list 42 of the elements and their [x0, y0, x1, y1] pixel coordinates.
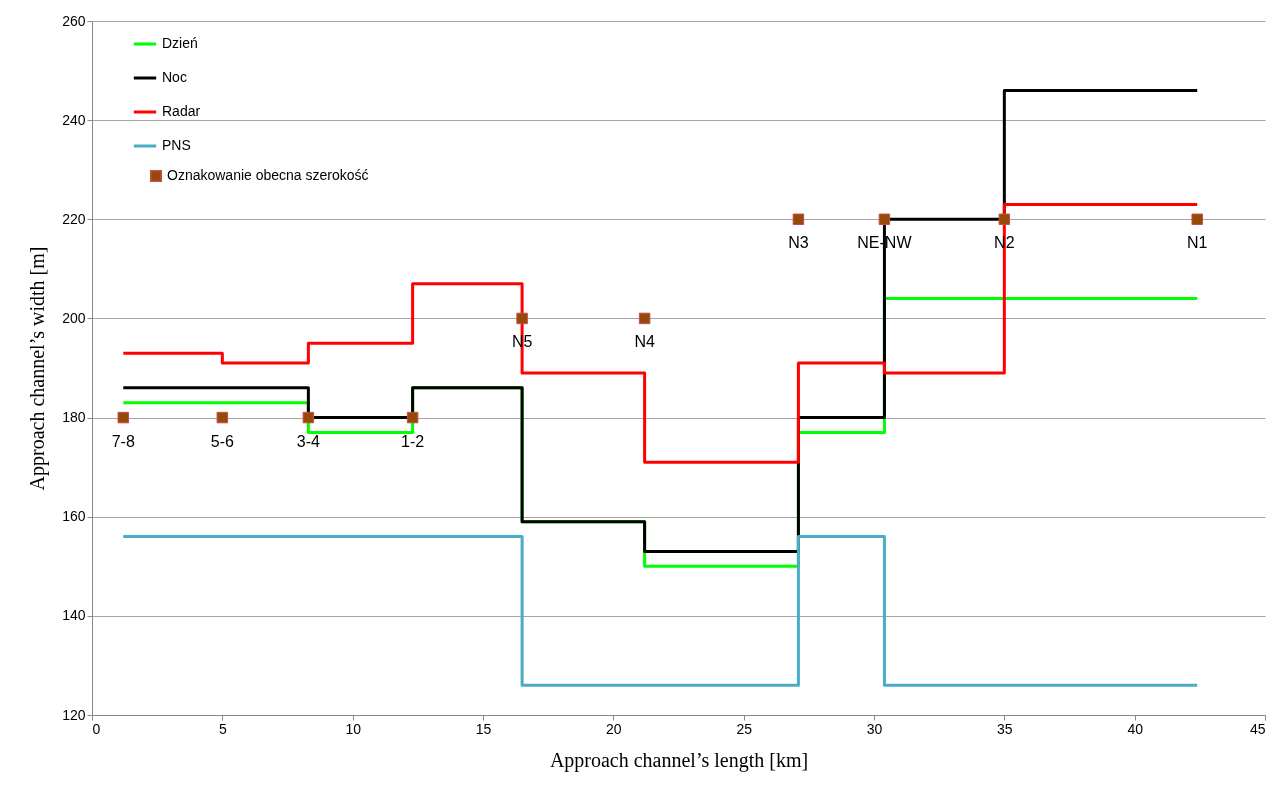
- legend-label: Noc: [162, 69, 187, 85]
- point: [1191, 213, 1203, 226]
- annotation: 1-2: [401, 432, 425, 450]
- y-tick-label: 120: [62, 706, 86, 723]
- y-axis-title: Approach channel’s width [m]: [26, 246, 50, 491]
- point: [117, 411, 130, 424]
- x-tick-label: 15: [475, 720, 492, 737]
- x-tick-label: 30: [866, 720, 883, 737]
- y-tick-label: 160: [62, 508, 86, 525]
- point: [406, 411, 419, 424]
- y-tick-label: 240: [62, 111, 86, 128]
- legend-label: PNS: [162, 137, 191, 153]
- y-tick-label: 180: [62, 409, 86, 426]
- x-tick-label: 45: [1249, 720, 1266, 737]
- x-tick-label: 25: [736, 720, 753, 737]
- legend-label: Radar: [162, 103, 201, 119]
- x-tick-label: 0: [92, 720, 101, 737]
- legend-label: Oznakowanie obecna szerokość: [167, 167, 369, 183]
- x-tick-label: 20: [606, 720, 622, 737]
- x-axis-title: Approach channel’s length [km]: [549, 748, 809, 772]
- annotation: N1: [1187, 234, 1208, 252]
- annotation: N4: [634, 333, 655, 351]
- annotation: 5-6: [210, 432, 234, 450]
- point: [638, 312, 651, 325]
- point: [302, 411, 315, 424]
- annotation: 7-8: [111, 432, 135, 450]
- point: [998, 213, 1011, 226]
- y-tick-label: 140: [62, 607, 86, 624]
- y-tick-label: 260: [62, 12, 86, 29]
- point: [878, 213, 891, 226]
- y-tick-label: 200: [62, 309, 86, 326]
- annotation: 3-4: [296, 432, 321, 450]
- point: [792, 213, 805, 226]
- x-tick-label: 5: [218, 720, 227, 737]
- point: [516, 312, 528, 325]
- legend-label: Dzień: [162, 35, 198, 51]
- y-tick-label: 220: [62, 210, 86, 227]
- x-tick-label: 40: [1127, 720, 1144, 737]
- point: [216, 411, 229, 424]
- x-tick-label: 35: [997, 720, 1013, 737]
- annotation: N3: [788, 234, 809, 252]
- x-tick-label: 10: [345, 720, 362, 737]
